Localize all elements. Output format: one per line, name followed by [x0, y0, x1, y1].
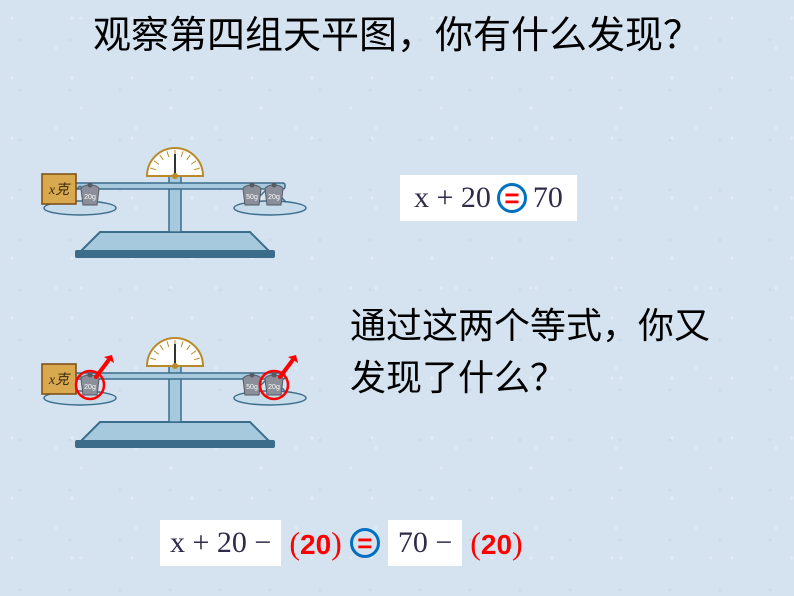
svg-text:20g: 20g [84, 194, 96, 201]
body-question-text: 通过这两个等式，你又发现了什么？ [350, 300, 730, 404]
close-paren-2: ) [512, 525, 523, 561]
page-title: 观察第四组天平图，你有什么发现？ [40, 10, 754, 63]
equals-sign-circled-2: = [350, 528, 380, 558]
open-paren-2: ( [470, 525, 481, 561]
equation-2-line: x + 20 − (20) = 70 − (20) [160, 520, 523, 566]
equation-2-val1-group: (20) [289, 525, 341, 562]
equals-sign-circled-1: = [497, 183, 527, 213]
svg-text:20g: 20g [84, 384, 96, 391]
equation-2-val1: 20 [300, 529, 331, 560]
balance-scale-1: x克 20g 50g 20g [30, 130, 320, 260]
svg-text:x克: x克 [48, 182, 71, 198]
equation-1-box: x + 20 = 70 [400, 175, 577, 221]
open-paren-1: ( [289, 525, 300, 561]
svg-text:20g: 20g [268, 194, 280, 201]
svg-text:20g: 20g [268, 384, 280, 391]
equation-1-rhs: 70 [533, 181, 563, 215]
balance-scale-2: x克 20g 50g 20g [30, 320, 320, 450]
svg-text:50g: 50g [246, 384, 258, 391]
equation-2-val2: 20 [481, 529, 512, 560]
equation-1-lhs: x + 20 [414, 181, 491, 215]
equation-2-val2-group: (20) [470, 525, 522, 562]
svg-text:x克: x克 [48, 372, 71, 388]
close-paren-1: ) [331, 525, 342, 561]
svg-text:50g: 50g [246, 194, 258, 201]
equation-2-seg2: 70 − [388, 520, 462, 566]
equation-2-seg1: x + 20 − [160, 520, 281, 566]
